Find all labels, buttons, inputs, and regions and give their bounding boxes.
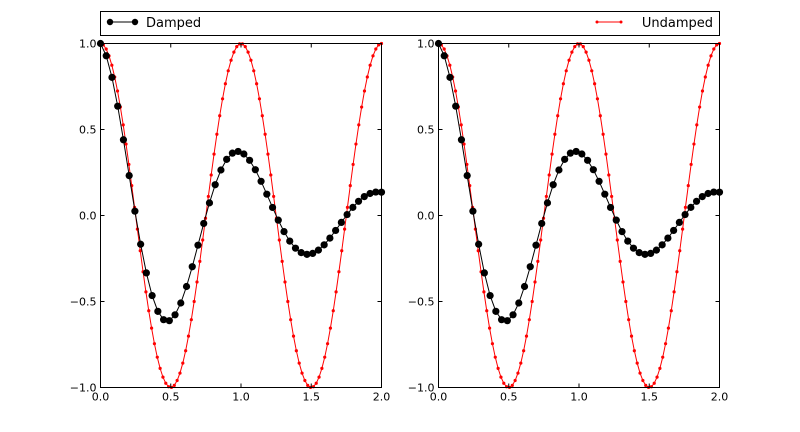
y-tick-label: 0.5 [417, 124, 435, 137]
x-tick-label: 1.5 [303, 391, 321, 404]
legend: Damped Undamped [100, 11, 720, 36]
circle-marker-icon [131, 18, 139, 26]
x-tick-label: 2.0 [373, 391, 391, 404]
legend-entry-undamped: Undamped [595, 16, 713, 31]
x-tick-label: 0.5 [500, 391, 518, 404]
dot-marker-icon [619, 20, 623, 24]
axes-frame [438, 43, 720, 388]
left-plot: 0.0 0.5 1.0 1.5 2.0 −1.0 −0.5 0.0 0.5 1.0 [70, 38, 390, 404]
series-damped [96, 39, 386, 325]
y-tick-label: 1.0 [79, 38, 97, 51]
circle-marker-icon [106, 18, 114, 26]
y-tick-label: −0.5 [70, 296, 97, 309]
x-tick-label: 0.0 [430, 391, 448, 404]
legend-entry-damped: Damped [106, 16, 201, 31]
dot-marker-icon [595, 20, 599, 24]
x-tick-label: 1.0 [570, 391, 588, 404]
y-tick-label: −1.0 [70, 382, 97, 395]
x-tick-label: 1.5 [641, 391, 659, 404]
y-tick-label: 1.0 [417, 38, 435, 51]
legend-label-damped: Damped [146, 16, 201, 31]
y-tick-label: 0.5 [79, 124, 97, 137]
x-tick-label: 1.0 [232, 391, 250, 404]
right-plot: 0.0 0.5 1.0 1.5 2.0 −1.0 −0.5 0.0 0.5 1.0 [408, 38, 728, 404]
series-damped [434, 39, 724, 325]
y-tick-label: 0.0 [79, 210, 97, 223]
y-tick-label: 0.0 [417, 210, 435, 223]
legend-label-undamped: Undamped [642, 16, 713, 31]
series-undamped [98, 41, 384, 390]
x-tick-label: 0.0 [92, 391, 110, 404]
x-tick-label: 0.5 [162, 391, 180, 404]
x-tick-label: 2.0 [711, 391, 729, 404]
axes-frame [100, 43, 382, 388]
y-tick-label: −1.0 [408, 382, 435, 395]
series-undamped [436, 41, 722, 390]
y-tick-label: −0.5 [408, 296, 435, 309]
